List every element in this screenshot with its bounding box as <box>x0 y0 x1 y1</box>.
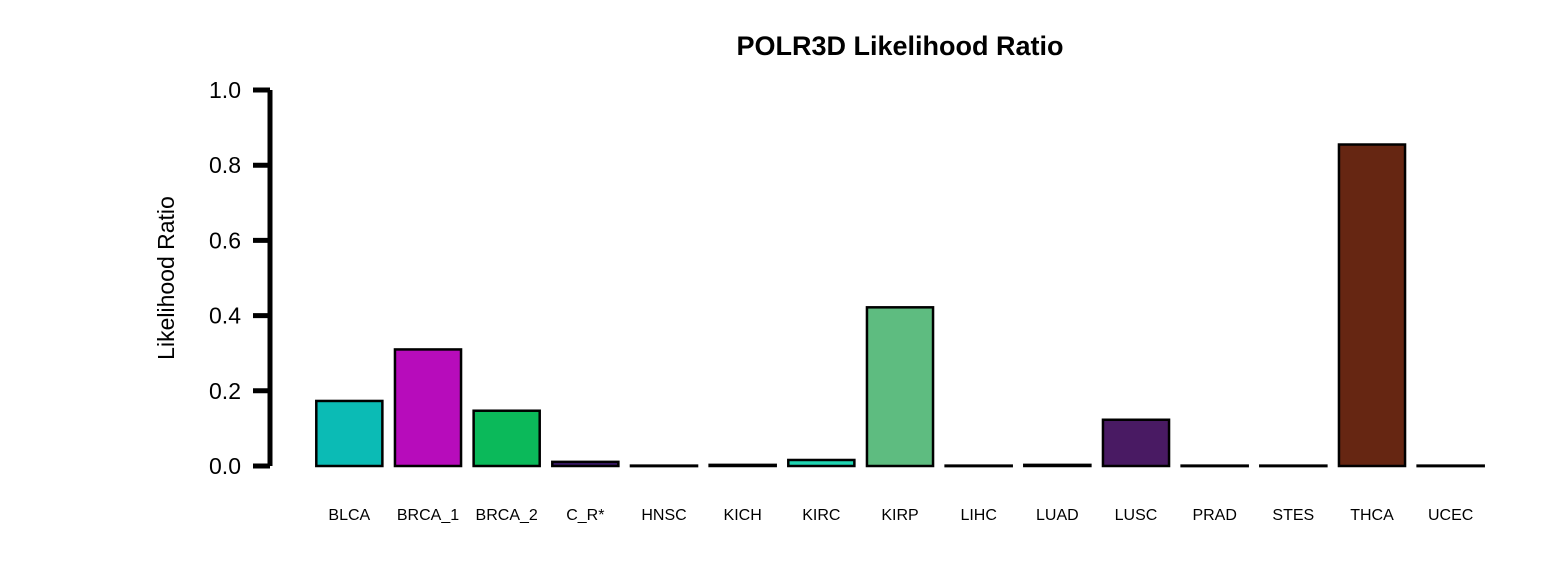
x-tick-label-0: BLCA <box>328 507 370 524</box>
y-tick-label-0: 0.0 <box>209 453 241 479</box>
bar-ucec <box>1416 464 1485 468</box>
bar-kirp <box>865 306 935 468</box>
y-tick-label-4: 0.8 <box>209 152 241 178</box>
bar-lihc <box>944 464 1013 468</box>
bars-group <box>315 143 1485 468</box>
chart-title: POLR3D Likelihood Ratio <box>736 31 1063 61</box>
y-tick-label-3: 0.6 <box>209 227 241 253</box>
x-tick-label-11: PRAD <box>1192 507 1236 524</box>
x-tick-label-7: KIRP <box>881 507 918 524</box>
bar-kirc <box>787 458 856 468</box>
bar-luad <box>1023 463 1092 468</box>
x-tick-label-10: LUSC <box>1115 507 1158 524</box>
x-tick-label-5: KICH <box>724 507 762 524</box>
y-tick-label-1: 0.2 <box>209 378 241 404</box>
bar-prad <box>1180 464 1249 468</box>
bar-thca <box>1337 143 1407 468</box>
x-tick-label-12: STES <box>1272 507 1314 524</box>
y-axis: 0.0 0.2 0.4 0.6 0.8 1.0 <box>209 77 273 479</box>
x-tick-label-2: BRCA_2 <box>476 507 538 524</box>
y-axis-label: Likelihood Ratio <box>153 196 179 360</box>
x-tick-label-4: HNSC <box>641 507 686 524</box>
bar-lusc <box>1101 418 1171 468</box>
x-tick-label-13: THCA <box>1350 507 1394 524</box>
x-tick-label-3: C_R* <box>566 507 604 524</box>
bar-c-r- <box>551 460 620 468</box>
bar-brca-1 <box>393 348 463 468</box>
bar-hnsc <box>629 464 699 468</box>
bar-blca <box>315 399 384 468</box>
bar-stes <box>1259 464 1328 468</box>
x-tick-label-6: KIRC <box>802 507 840 524</box>
x-tick-label-1: BRCA_1 <box>397 507 459 524</box>
bar-kich <box>708 463 777 468</box>
y-tick-label-2: 0.4 <box>209 303 241 329</box>
x-tick-label-14: UCEC <box>1428 507 1473 524</box>
x-axis-labels: BLCA BRCA_1 BRCA_2 C_R* HNSC KICH KIRC KIRP LIHC… <box>328 507 1473 524</box>
bar-brca-2 <box>472 409 541 468</box>
y-tick-label-5: 1.0 <box>209 77 241 103</box>
x-tick-label-9: LUAD <box>1036 507 1079 524</box>
x-tick-label-8: LIHC <box>960 507 996 524</box>
